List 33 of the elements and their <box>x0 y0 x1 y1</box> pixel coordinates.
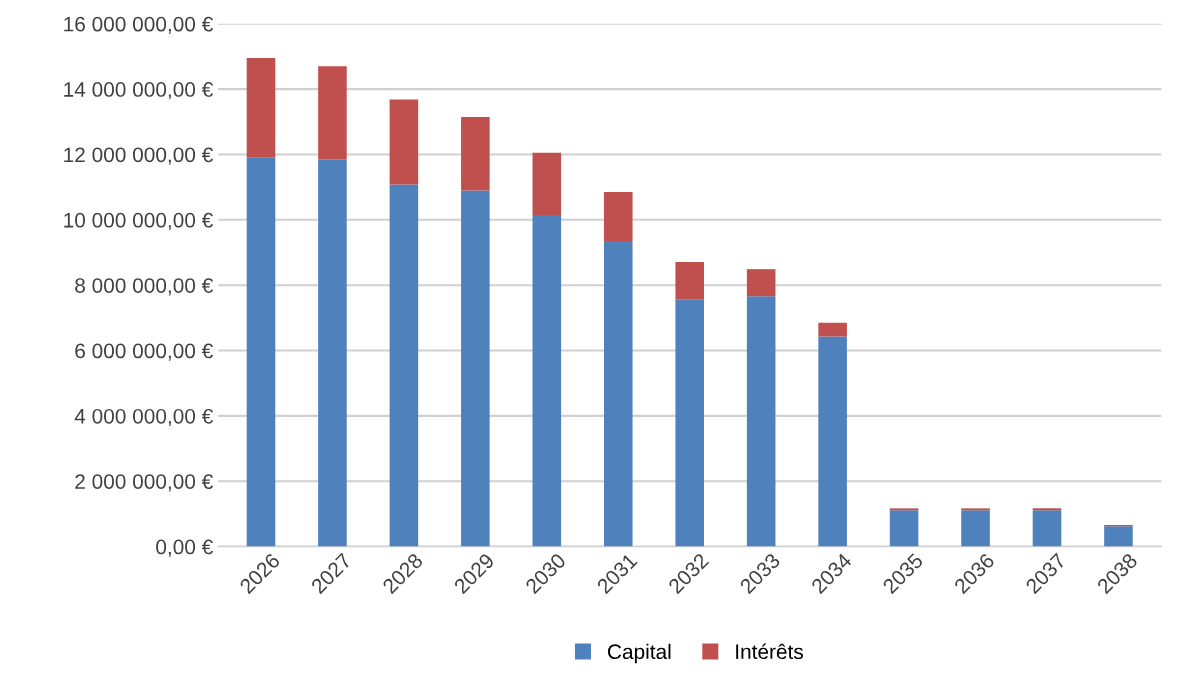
bar <box>318 66 347 160</box>
bar <box>603 192 633 242</box>
bar <box>532 152 562 215</box>
bar <box>246 157 276 547</box>
legend-label: Capital <box>607 643 671 664</box>
y-tick-label: 16 000 000,00 € <box>64 16 213 34</box>
legend-label: Intérêts <box>736 643 803 660</box>
y-tick-label: 12 000 000,00 € <box>64 147 213 165</box>
bar <box>675 261 705 300</box>
y-tick-label: 6 000 000,00 € <box>75 343 213 361</box>
y-tick-label: 14 000 000,00 € <box>64 82 213 100</box>
y-tick-label: 0,00 € <box>156 539 213 557</box>
bar <box>389 99 419 185</box>
bar <box>461 116 490 191</box>
bar <box>318 159 347 547</box>
bar <box>818 322 847 337</box>
bar <box>246 58 276 158</box>
bar <box>603 241 633 547</box>
bar <box>746 269 776 297</box>
bar <box>1032 510 1062 547</box>
bar <box>461 190 490 547</box>
bar <box>675 299 705 547</box>
bar <box>889 510 919 547</box>
y-tick-label: 10 000 000,00 € <box>64 212 213 231</box>
y-tick-label: 4 000 000,00 € <box>74 408 213 427</box>
bar <box>1104 526 1133 547</box>
bar <box>389 184 419 547</box>
bar <box>532 214 562 547</box>
bar <box>961 510 990 547</box>
bar <box>818 336 847 547</box>
y-tick-label: 2 000 000,00 € <box>75 474 213 492</box>
y-tick-label: 8 000 000,00 € <box>75 278 213 296</box>
bar <box>746 296 776 547</box>
